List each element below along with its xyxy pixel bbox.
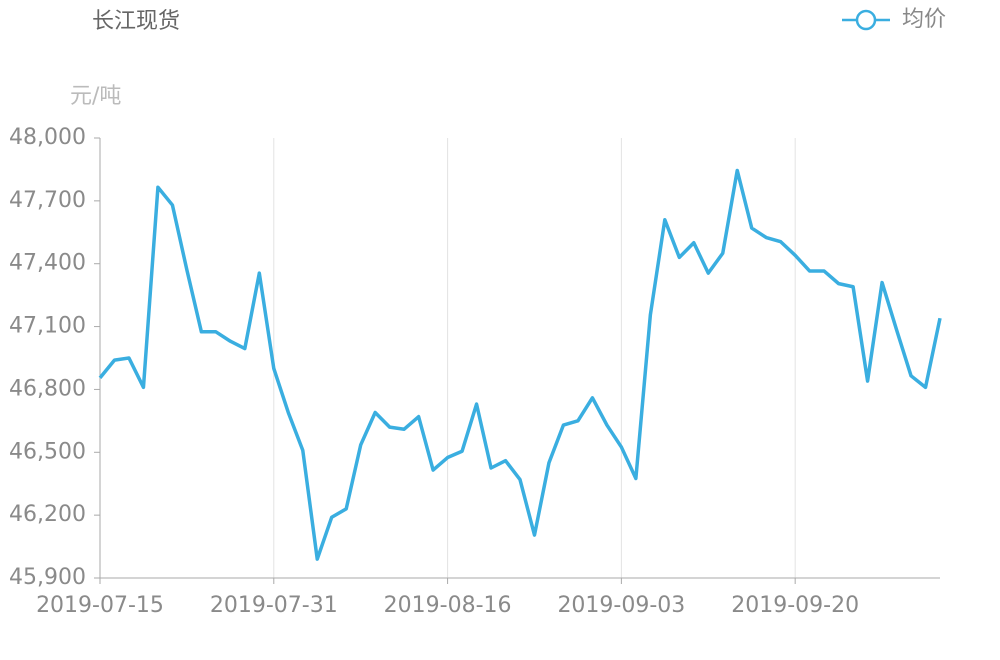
y-tick-label: 48,000 <box>9 125 86 150</box>
x-tick-label: 2019-08-16 <box>384 593 512 618</box>
legend-marker <box>855 9 877 31</box>
x-tick-label: 2019-07-31 <box>210 593 338 618</box>
x-tick-label: 2019-07-15 <box>36 593 164 618</box>
y-tick-label: 46,200 <box>9 502 86 527</box>
chart-title: 长江现货 <box>92 9 180 34</box>
y-tick-label: 46,500 <box>9 439 86 464</box>
y-tick-label: 46,800 <box>9 376 86 401</box>
y-tick-label: 45,900 <box>9 565 86 590</box>
y-tick-label: 47,100 <box>9 314 86 339</box>
x-tick-label: 2019-09-03 <box>557 593 685 618</box>
y-axis-label: 元/吨 <box>70 84 121 109</box>
y-tick-label: 47,700 <box>9 188 86 213</box>
legend-label: 均价 <box>902 7 946 32</box>
y-tick-label: 47,400 <box>9 251 86 276</box>
x-tick-label: 2019-09-20 <box>731 593 859 618</box>
series-line <box>98 168 942 561</box>
